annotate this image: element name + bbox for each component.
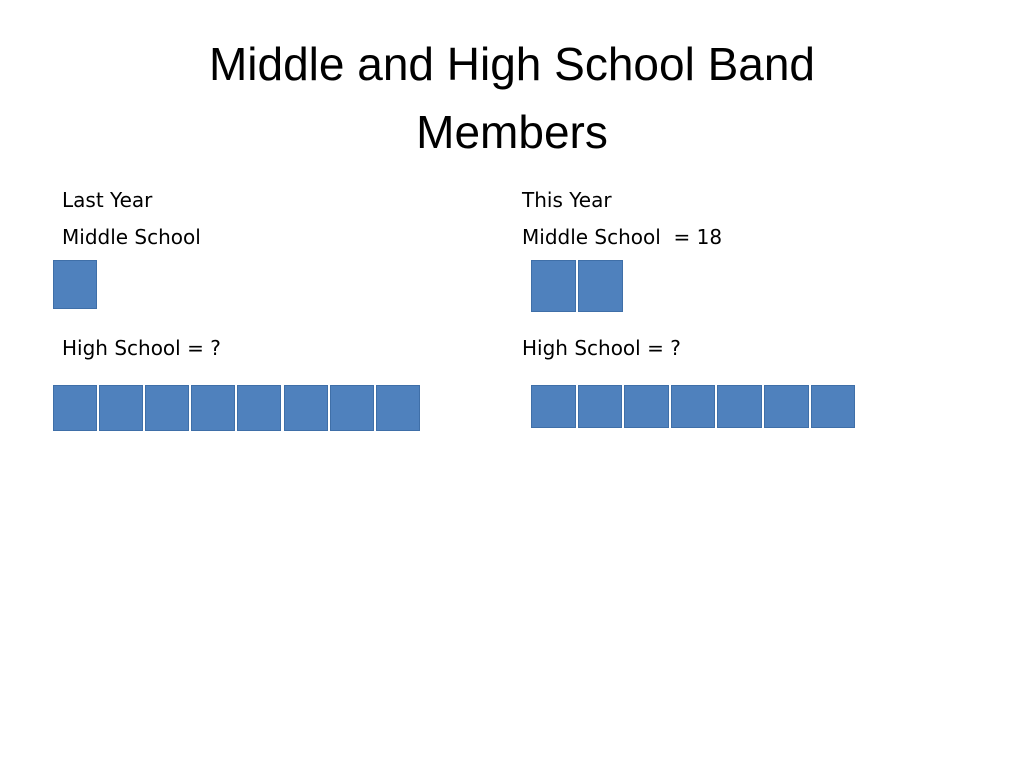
unit-box	[530, 259, 577, 313]
high-school-label: High School = ?	[62, 336, 221, 360]
high-school-label: High School = ?	[522, 336, 681, 360]
unit-box	[52, 259, 98, 310]
unit-box	[282, 384, 329, 432]
unit-box	[576, 384, 624, 429]
unit-box	[669, 384, 717, 429]
unit-box	[144, 384, 191, 432]
unit-box	[623, 384, 670, 429]
unit-box	[809, 384, 857, 429]
unit-box	[52, 384, 99, 432]
unit-box	[374, 384, 421, 432]
panel-heading: Last Year	[62, 188, 153, 212]
unit-box	[98, 384, 145, 432]
middle-school-label: Middle School = 18	[522, 225, 723, 249]
unit-box	[763, 384, 810, 429]
unit-box	[716, 384, 763, 429]
unit-box	[236, 384, 283, 432]
slide-title: Middle and High School Band Members	[208, 38, 816, 158]
unit-box	[530, 384, 577, 429]
panel-heading: This Year	[522, 188, 612, 212]
middle-school-label: Middle School	[62, 225, 201, 249]
unit-box	[576, 259, 624, 313]
unit-box	[328, 384, 375, 432]
unit-box	[190, 384, 237, 432]
